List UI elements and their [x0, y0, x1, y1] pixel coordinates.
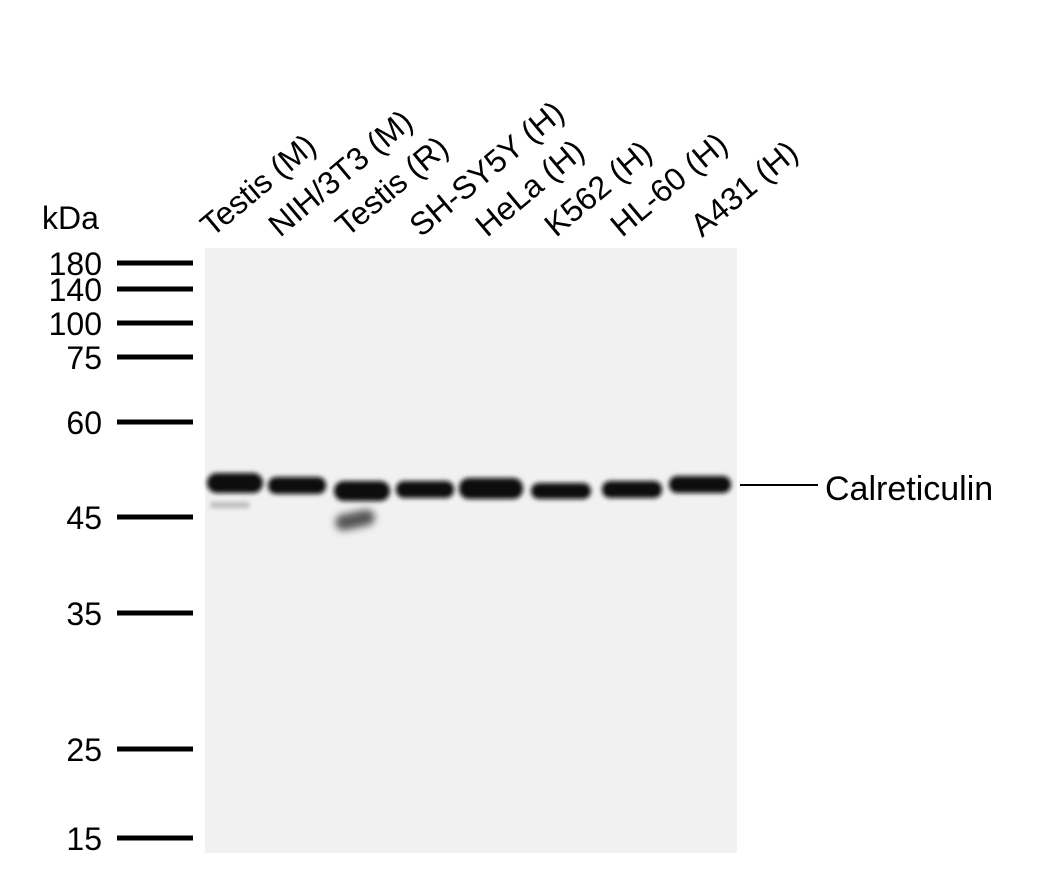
marker-label: 15 [66, 821, 102, 857]
membrane [205, 248, 737, 853]
band [268, 477, 326, 494]
marker-label: 180 [49, 246, 102, 282]
marker-label: 45 [66, 500, 102, 536]
band-faint [210, 502, 250, 508]
band-minor [335, 509, 375, 531]
band [396, 481, 454, 498]
band [531, 483, 591, 499]
band [207, 473, 263, 493]
bands [207, 473, 731, 531]
unit-label: kDa [42, 200, 99, 236]
marker-label: 140 [49, 272, 102, 308]
band [669, 476, 731, 493]
band [334, 481, 390, 501]
marker-label: 35 [66, 596, 102, 632]
band-label: Calreticulin [825, 470, 993, 508]
marker-label: 75 [66, 340, 102, 376]
marker-label: 60 [66, 405, 102, 441]
marker-label: 100 [49, 306, 102, 342]
marker-label: 25 [66, 732, 102, 768]
band [602, 481, 662, 498]
band [459, 478, 523, 499]
